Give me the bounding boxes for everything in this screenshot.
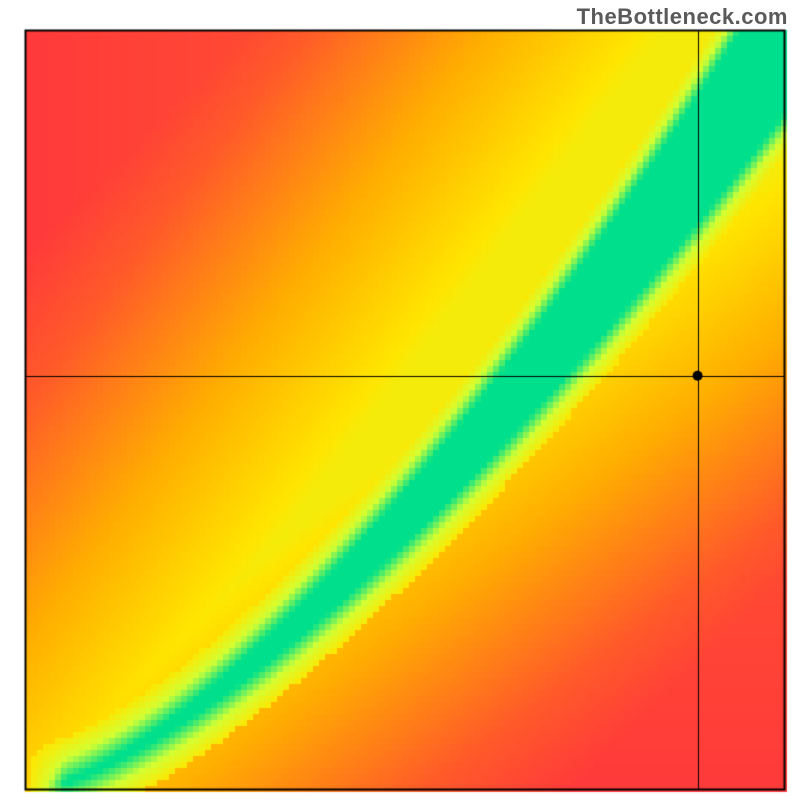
chart-container: TheBottleneck.com [0, 0, 800, 800]
heatmap-canvas [0, 0, 800, 800]
watermark: TheBottleneck.com [577, 4, 788, 30]
